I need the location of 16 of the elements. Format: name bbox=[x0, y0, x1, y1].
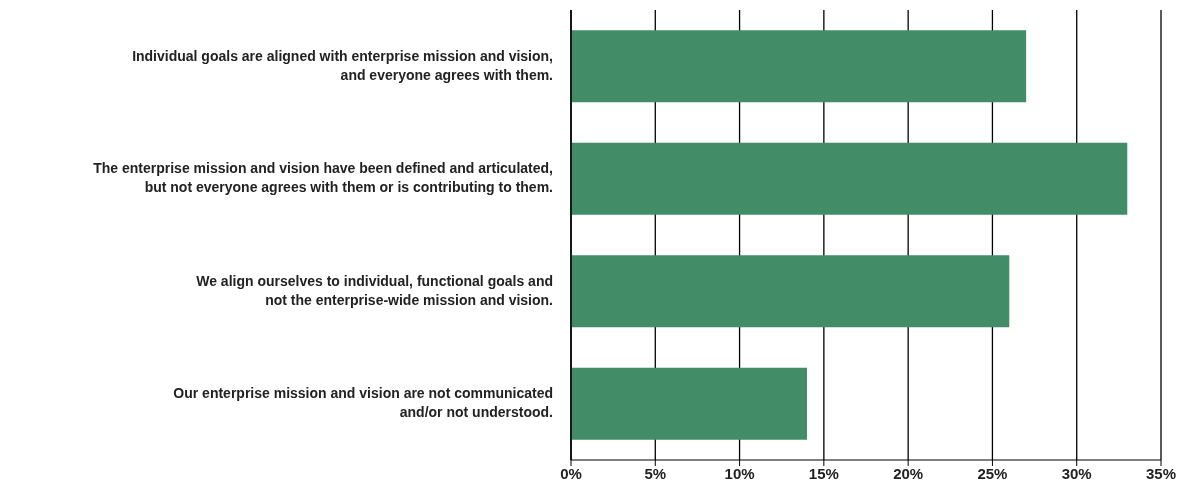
bar bbox=[571, 255, 1010, 328]
x-tick-label: 5% bbox=[644, 464, 667, 482]
x-tick-label: 20% bbox=[893, 464, 924, 482]
x-tick-label: 35% bbox=[1145, 464, 1177, 482]
y-tick-label: Individual goals are aligned with enterprise mission and vision, and everyone agrees with them. bbox=[132, 47, 553, 83]
y-tick-label: Our enterprise mission and vision are not communicated and/or not understood. bbox=[173, 384, 553, 420]
bar bbox=[571, 30, 1027, 103]
x-tick-label: 30% bbox=[1061, 464, 1092, 482]
bar bbox=[571, 142, 1128, 215]
bar bbox=[571, 367, 807, 440]
y-tick-label: The enterprise mission and vision have been defined and articulated, but not everyone agrees with them or is contributing to them. bbox=[93, 159, 553, 195]
x-tick-label: 25% bbox=[977, 464, 1008, 482]
x-tick-label: 10% bbox=[724, 464, 755, 482]
x-tick-label: 15% bbox=[808, 464, 839, 482]
y-tick-label: We align ourselves to individual, functional goals and not the enterprise-wide mission and vision. bbox=[196, 272, 553, 308]
x-tick-label: 0% bbox=[560, 464, 582, 482]
